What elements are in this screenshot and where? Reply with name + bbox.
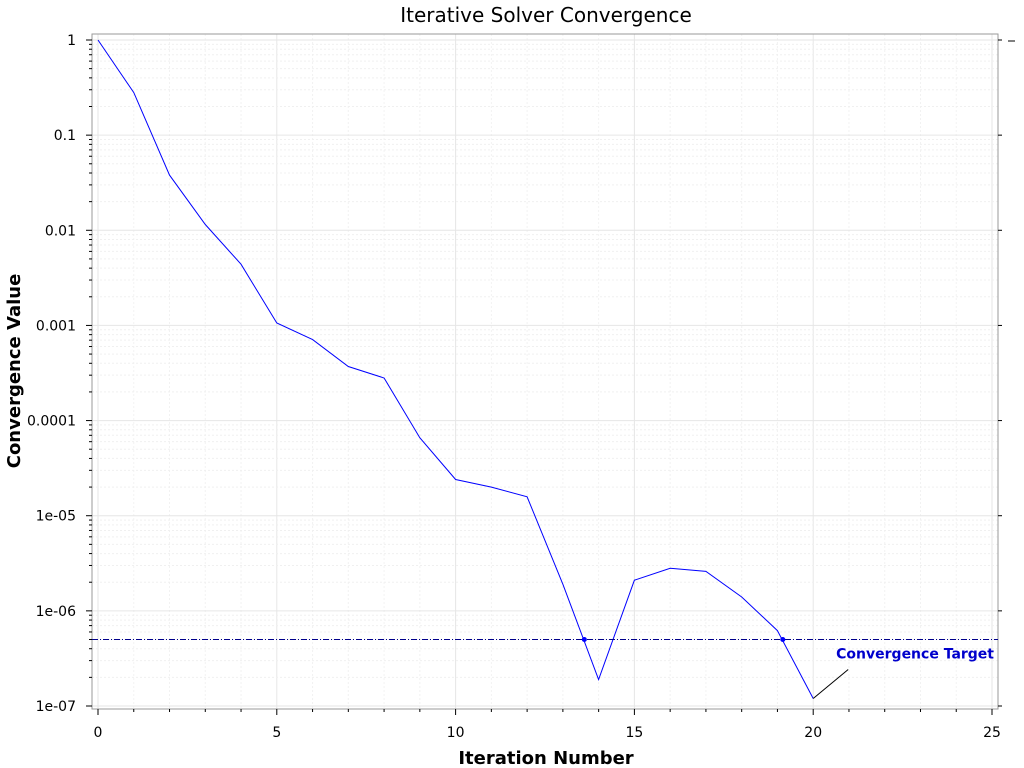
y-tick-label: 1 <box>67 33 76 49</box>
plot-background <box>92 34 998 709</box>
series-layer <box>97 39 814 699</box>
crossing-marker <box>581 636 587 642</box>
threshold-layer: Convergence Target <box>92 636 998 699</box>
y-axis-label: Convergence Value <box>4 274 25 469</box>
y-tick-label: 0.01 <box>45 223 76 239</box>
x-tick-label: 0 <box>94 725 103 741</box>
x-axis-label: Iteration Number <box>458 748 633 768</box>
y-tick-label: 0.1 <box>54 128 76 144</box>
plot-frame <box>91 33 999 710</box>
crossing-marker <box>780 636 786 642</box>
x-tick-label: 20 <box>804 725 822 741</box>
chart-title: Iterative Solver Convergence <box>400 3 692 27</box>
x-tick-label: 5 <box>272 725 281 741</box>
x-tick-label: 10 <box>447 725 465 741</box>
y-tick-label: 1e-07 <box>36 699 76 715</box>
threshold-label: Convergence Target <box>836 646 994 662</box>
y-tick-label: 1e-06 <box>36 604 76 620</box>
y-tick-label: 0.001 <box>36 318 76 334</box>
x-tick-label: 15 <box>625 725 643 741</box>
x-tick-label: 25 <box>983 725 1001 741</box>
series-line <box>97 39 814 699</box>
y-tick-label: 0.0001 <box>27 414 76 430</box>
y-tick-label: 1e-05 <box>36 509 76 525</box>
annotation-leader <box>812 669 849 699</box>
axis-ticks: 0 5 10 15 20 25 1e-07 1e-06 1e-05 0.0001 0.001 0.01… <box>27 33 1002 741</box>
